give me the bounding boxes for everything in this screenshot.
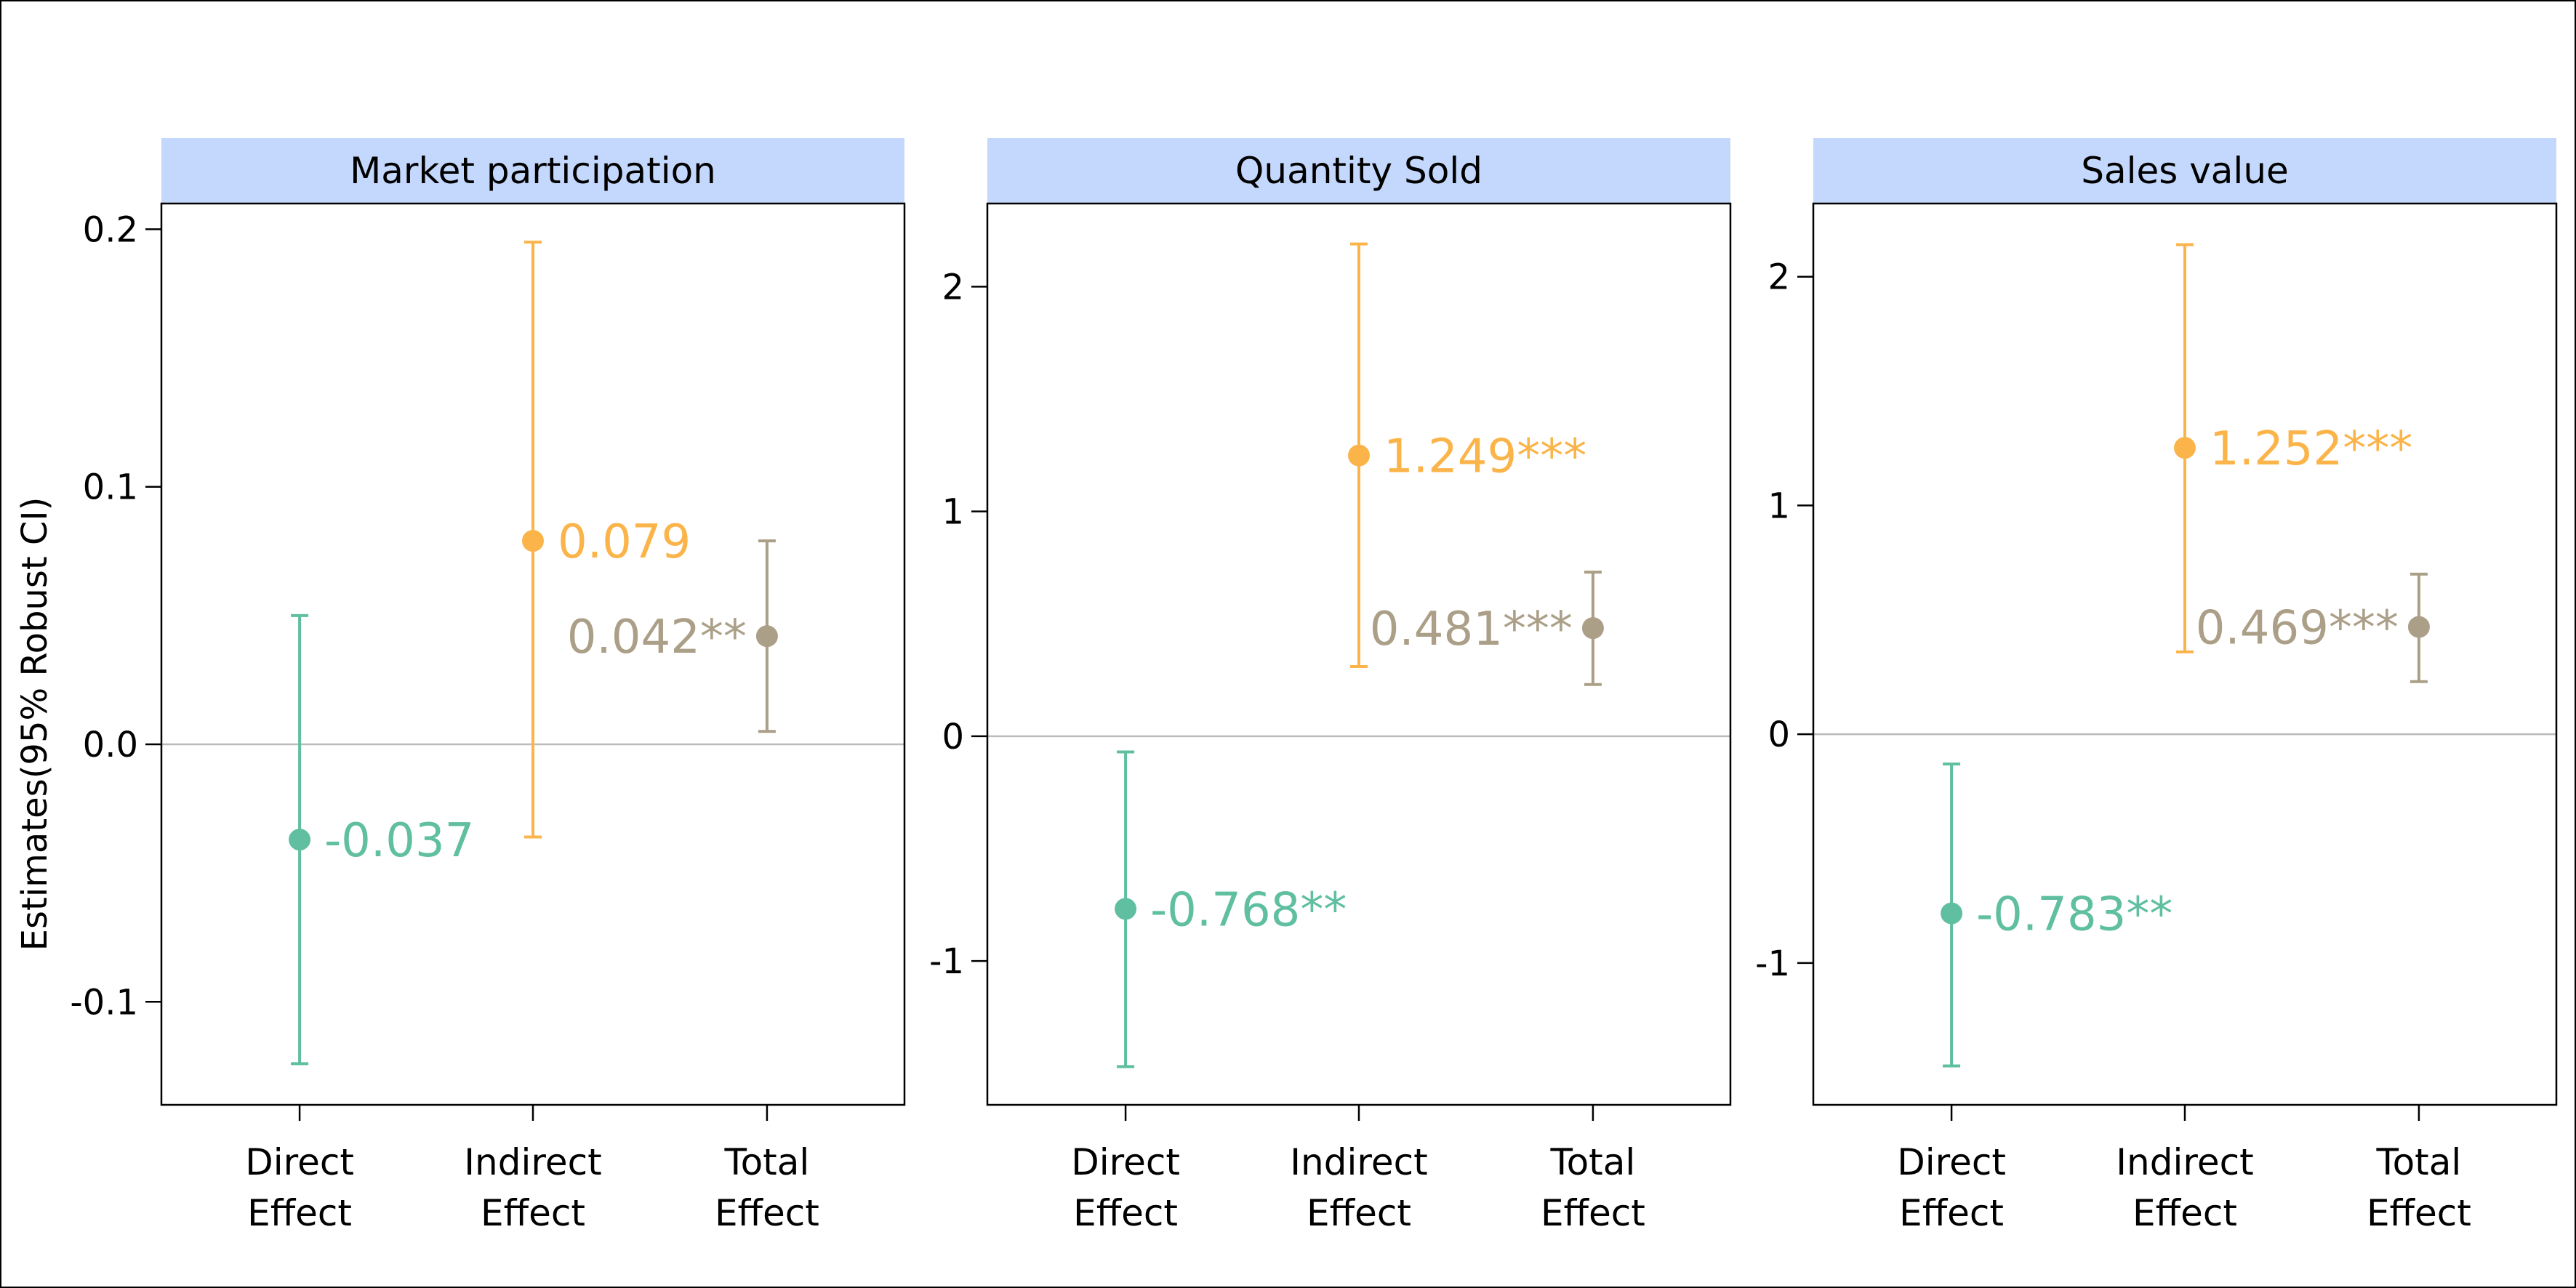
x-tick-label: Direct Effect: [1897, 1141, 2006, 1234]
direct-estimate-point: [289, 829, 311, 851]
y-tick-label: 2: [942, 267, 964, 307]
x-tick-label: Total Effect: [1541, 1141, 1645, 1234]
x-tick-label-line: Indirect: [1290, 1141, 1427, 1183]
indirect-estimate-label: 1.249***: [1384, 430, 1586, 484]
y-tick-label: 0: [1768, 715, 1790, 755]
y-tick-label: 1: [942, 492, 964, 533]
y-tick-label: -0.1: [70, 982, 138, 1023]
x-tick-label-line: Effect: [1073, 1192, 1178, 1234]
x-tick-label: Indirect Effect: [464, 1141, 601, 1234]
indirect-estimate-point: [522, 530, 544, 552]
panel-1: Market participation 0.2 0.1 0.0 -0.1 Direct E…: [70, 138, 906, 1234]
indirect-estimate-point: [1348, 444, 1370, 467]
panel-title: Sales value: [2081, 150, 2289, 192]
y-tick-label: 0: [942, 717, 964, 757]
x-tick-label-line: Total: [724, 1141, 810, 1183]
panel-2: Quantity Sold 2 1 0 -1 Direct Effect -0.768** In…: [929, 138, 1732, 1234]
total-estimate-label: 0.469***: [2196, 602, 2399, 656]
x-tick-label: Direct Effect: [245, 1141, 354, 1234]
total-estimate-point: [755, 625, 778, 648]
x-tick-label: Indirect Effect: [1290, 1141, 1427, 1234]
direct-estimate-label: -0.768**: [1150, 883, 1347, 937]
y-tick-label: 0.1: [83, 467, 138, 508]
panel-title: Market participation: [350, 150, 716, 192]
x-tick-label-line: Effect: [1541, 1192, 1645, 1234]
x-tick-label: Total Effect: [715, 1141, 819, 1234]
total-estimate-point: [2407, 616, 2430, 638]
y-tick-label: -1: [929, 941, 964, 982]
x-tick-label-line: Direct: [1897, 1141, 2006, 1183]
x-tick-label-line: Direct: [1071, 1141, 1180, 1183]
total-estimate-label: 0.481***: [1370, 603, 1573, 656]
y-tick-label: 2: [1768, 257, 1790, 298]
x-tick-label: Total Effect: [2367, 1141, 2471, 1234]
facet-strip: [1813, 138, 2556, 204]
total-estimate-label: 0.042**: [567, 611, 747, 664]
y-tick-label: 0.0: [83, 725, 138, 765]
indirect-estimate-label: 0.079: [558, 515, 691, 569]
x-tick-label-line: Direct: [245, 1141, 354, 1183]
indirect-estimate-label: 1.252***: [2210, 422, 2412, 476]
x-tick-label-line: Effect: [481, 1192, 585, 1234]
facet-strip: [161, 138, 904, 204]
x-tick-label: Direct Effect: [1071, 1141, 1180, 1234]
indirect-estimate-point: [2174, 437, 2196, 459]
panel-3: Sales value 2 1 0 -1 Direct Effect -0.783** Indi…: [1755, 138, 2558, 1234]
x-tick-label-line: Effect: [1899, 1192, 2004, 1234]
y-tick-label: -1: [1755, 943, 1790, 984]
y-tick-label: 1: [1768, 486, 1790, 526]
x-tick-label-line: Indirect: [2116, 1141, 2253, 1183]
x-tick-label-line: Effect: [1307, 1192, 1411, 1234]
direct-estimate-point: [1115, 898, 1137, 920]
panel-title: Quantity Sold: [1235, 150, 1482, 192]
direct-estimate-label: -0.037: [324, 814, 474, 868]
y-tick-label: 0.2: [83, 209, 138, 250]
direct-estimate-label: -0.783**: [1976, 888, 2172, 942]
x-tick-label-line: Effect: [2132, 1192, 2237, 1234]
x-tick-label-line: Effect: [715, 1192, 819, 1234]
y-axis-label: Estimates(95% Robust CI): [15, 497, 55, 951]
total-estimate-point: [1581, 617, 1604, 640]
x-tick-label-line: Indirect: [464, 1141, 601, 1183]
x-tick-label-line: Effect: [247, 1192, 352, 1234]
facet-strip: [987, 138, 1730, 204]
x-tick-label-line: Effect: [2367, 1192, 2471, 1234]
x-tick-label: Indirect Effect: [2116, 1141, 2253, 1234]
direct-estimate-point: [1941, 902, 1963, 925]
x-tick-label-line: Total: [1550, 1141, 1636, 1183]
facet-panels: Market participation 0.2 0.1 0.0 -0.1 Direct E…: [70, 138, 2558, 1234]
x-tick-label-line: Total: [2376, 1141, 2462, 1183]
